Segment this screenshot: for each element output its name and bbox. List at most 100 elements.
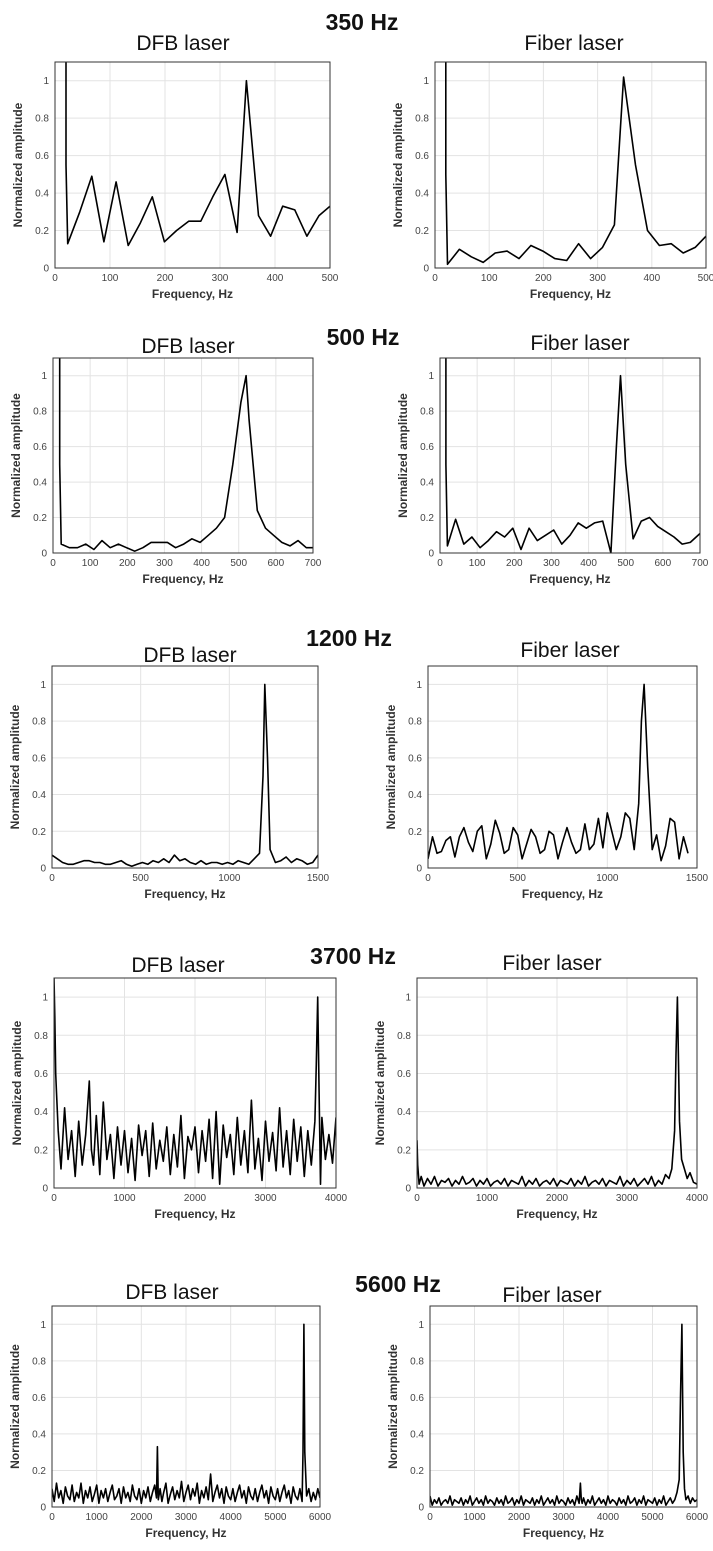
y-tick-label: 0.4 [408, 790, 422, 801]
x-axis-label: Frequency, Hz [523, 1526, 604, 1540]
series-line [444, 62, 706, 266]
y-tick-label: 0.8 [32, 717, 46, 728]
y-tick-label: 0 [418, 1503, 424, 1514]
y-tick-label: 0 [423, 264, 429, 275]
y-axis-label: Normalized amplitude [11, 102, 25, 227]
series-line [54, 978, 336, 1185]
y-tick-label: 0 [41, 549, 47, 560]
series-line [430, 1323, 697, 1506]
y-tick-label: 0.2 [397, 1145, 411, 1156]
x-tick-label: 0 [432, 273, 438, 284]
y-tick-label: 0.8 [415, 114, 429, 125]
x-tick-label: 300 [212, 273, 229, 284]
x-tick-label: 3000 [175, 1512, 198, 1523]
x-tick-label: 5000 [264, 1512, 287, 1523]
series-line [417, 996, 697, 1187]
x-tick-label: 100 [102, 273, 119, 284]
x-tick-label: 4000 [597, 1512, 620, 1523]
x-tick-label: 1000 [86, 1512, 109, 1523]
x-axis-label: Frequency, Hz [530, 287, 611, 301]
y-tick-label: 1 [43, 76, 49, 87]
x-axis-label: Frequency, Hz [145, 1526, 226, 1540]
chart-panel: Fiber laser 0 100 200 300 400 500 600 700 0 0.2 0.4… [396, 332, 709, 586]
x-tick-label: 0 [52, 273, 58, 284]
chart-panel: Fiber laser 0 500 1000 1500 0 0.2 0.4 0.6 0.8 1 Fre… [384, 639, 709, 901]
plot-area [439, 357, 701, 554]
x-tick-label: 400 [580, 558, 597, 569]
y-tick-label: 0.6 [35, 151, 49, 162]
x-tick-label: 500 [509, 873, 526, 884]
plot-border [427, 665, 698, 869]
x-tick-label: 200 [535, 273, 552, 284]
group-title: 1200 Hz [306, 625, 392, 651]
x-tick-label: 1000 [463, 1512, 486, 1523]
y-axis-label: Normalized amplitude [373, 1020, 387, 1145]
panel-title: Fiber laser [524, 32, 623, 55]
y-tick-label: 1 [40, 1320, 46, 1331]
plot-border [416, 977, 698, 1189]
y-tick-label: 1 [42, 993, 48, 1004]
y-tick-label: 0.8 [33, 407, 47, 418]
y-axis-label: Normalized amplitude [9, 393, 23, 518]
y-tick-label: 0.4 [410, 1429, 424, 1440]
x-tick-label: 3000 [254, 1193, 277, 1204]
plot-border [51, 665, 319, 869]
plot-area [434, 61, 707, 269]
x-tick-label: 4000 [686, 1193, 709, 1204]
plot-area [51, 665, 319, 869]
chart-panel: Fiber laser 0 1000 2000 3000 4000 5000 6000 0 0.2… [386, 1284, 709, 1540]
y-tick-label: 0.6 [397, 1069, 411, 1080]
x-tick-label: 5000 [641, 1512, 664, 1523]
x-tick-label: 0 [49, 873, 55, 884]
y-tick-label: 0.2 [34, 1145, 48, 1156]
y-tick-label: 0.8 [408, 717, 422, 728]
y-tick-label: 1 [423, 76, 429, 87]
panel-title: DFB laser [143, 644, 236, 667]
y-tick-label: 0.8 [397, 1031, 411, 1042]
x-tick-label: 0 [51, 1193, 57, 1204]
x-tick-label: 0 [49, 1512, 55, 1523]
x-tick-label: 4000 [220, 1512, 243, 1523]
x-tick-label: 700 [305, 558, 322, 569]
x-axis-label: Frequency, Hz [144, 887, 225, 901]
x-tick-label: 4000 [325, 1193, 348, 1204]
x-tick-label: 500 [322, 273, 339, 284]
panel-title: Fiber laser [530, 332, 629, 355]
y-tick-label: 0.8 [32, 1356, 46, 1367]
plot-area [52, 357, 314, 554]
y-tick-label: 0 [40, 864, 46, 875]
panel-title: DFB laser [125, 1281, 218, 1304]
y-tick-label: 0.6 [32, 753, 46, 764]
y-tick-label: 0 [42, 1184, 48, 1195]
x-tick-label: 0 [414, 1193, 420, 1204]
x-tick-label: 1000 [476, 1193, 499, 1204]
x-tick-label: 200 [119, 558, 136, 569]
y-tick-label: 0.2 [32, 827, 46, 838]
chart-panel: 1200 Hz DFB laser 0 500 1000 1500 0 0.2 0.4 0.6 0.… [8, 625, 392, 901]
y-tick-label: 0 [43, 264, 49, 275]
x-tick-label: 500 [698, 273, 713, 284]
chart-panel: 350 Hz DFB laser 0 100 200 300 400 500 0 0.2 0.4 0.… [11, 9, 398, 301]
y-tick-label: 0.2 [410, 1466, 424, 1477]
x-axis-label: Frequency, Hz [152, 287, 233, 301]
panel-title: DFB laser [131, 954, 224, 977]
y-tick-label: 0.6 [34, 1069, 48, 1080]
x-tick-label: 400 [193, 558, 210, 569]
x-tick-label: 400 [267, 273, 284, 284]
series-line [445, 358, 700, 553]
y-tick-label: 1 [418, 1320, 424, 1331]
series-line [52, 683, 318, 868]
plot-border [51, 1305, 321, 1508]
group-title: 500 Hz [327, 324, 400, 350]
y-tick-label: 0.6 [410, 1393, 424, 1404]
chart-panel: 500 Hz DFB laser 0 100 200 300 400 500 600 700 0 0.… [9, 324, 399, 586]
y-tick-label: 0.2 [408, 827, 422, 838]
y-axis-label: Normalized amplitude [8, 1344, 22, 1469]
y-tick-label: 1 [40, 680, 46, 691]
x-tick-label: 3000 [616, 1193, 639, 1204]
y-tick-label: 0.8 [420, 407, 434, 418]
x-tick-label: 700 [692, 558, 709, 569]
y-axis-label: Normalized amplitude [384, 704, 398, 829]
y-tick-label: 0.8 [410, 1356, 424, 1367]
